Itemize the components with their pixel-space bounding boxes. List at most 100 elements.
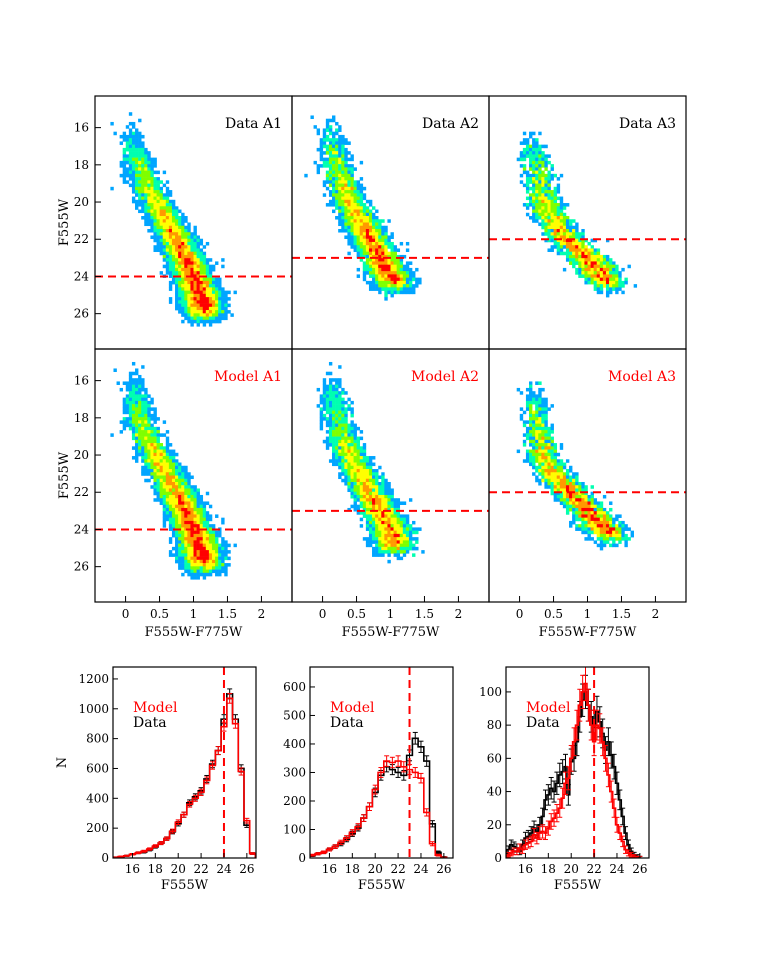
density-cell bbox=[338, 154, 342, 158]
density-cell bbox=[344, 420, 348, 424]
density-cell bbox=[122, 154, 127, 158]
density-cell bbox=[399, 501, 404, 505]
density-cell bbox=[150, 430, 154, 434]
density-cell bbox=[196, 280, 200, 285]
density-cell bbox=[205, 543, 210, 548]
density-cell bbox=[418, 280, 422, 285]
density-cell bbox=[125, 138, 130, 142]
density-cell bbox=[335, 378, 339, 382]
density-cell bbox=[378, 494, 382, 499]
density-cell bbox=[168, 462, 173, 467]
density-cell bbox=[615, 267, 619, 272]
density-cell bbox=[559, 216, 564, 220]
density-cell bbox=[131, 404, 136, 408]
density-cell bbox=[368, 232, 373, 236]
density-cell bbox=[381, 280, 385, 285]
density-cell bbox=[196, 319, 200, 324]
density-cell bbox=[381, 271, 385, 275]
density-cell bbox=[529, 173, 533, 178]
density-cell bbox=[359, 459, 364, 463]
density-cell bbox=[375, 540, 379, 544]
density-cell bbox=[569, 507, 573, 512]
density-cell bbox=[372, 261, 376, 265]
density-cell bbox=[208, 258, 213, 262]
density-cell bbox=[335, 167, 339, 171]
density-cell bbox=[184, 527, 188, 531]
density-cell bbox=[218, 284, 222, 288]
density-cell bbox=[605, 261, 610, 265]
density-cell bbox=[162, 206, 167, 210]
density-cell bbox=[171, 271, 176, 275]
density-cell bbox=[196, 533, 200, 538]
density-cell bbox=[175, 306, 179, 311]
density-cell bbox=[535, 199, 539, 204]
density-cell bbox=[344, 430, 348, 434]
density-cell bbox=[359, 475, 364, 480]
density-cell bbox=[159, 225, 164, 230]
density-cell bbox=[381, 507, 385, 512]
density-cell bbox=[335, 459, 339, 463]
density-cell bbox=[538, 164, 542, 168]
density-cell bbox=[384, 488, 388, 493]
density-cell bbox=[538, 209, 542, 214]
density-cell bbox=[393, 267, 397, 272]
density-cell bbox=[153, 430, 157, 434]
density-cell bbox=[215, 546, 219, 551]
hist-panel-frame bbox=[505, 666, 650, 859]
density-cell bbox=[532, 446, 536, 450]
density-cell bbox=[581, 271, 585, 275]
density-cell bbox=[353, 475, 357, 480]
density-cell bbox=[162, 449, 167, 454]
density-cell bbox=[602, 533, 607, 538]
density-cell bbox=[605, 537, 610, 541]
density-cell bbox=[165, 212, 170, 217]
density-cell bbox=[541, 436, 545, 441]
density-cell bbox=[562, 462, 567, 467]
density-cell bbox=[602, 527, 607, 531]
density-cell bbox=[135, 180, 139, 184]
density-cell bbox=[547, 481, 551, 486]
density-cell bbox=[553, 469, 558, 473]
density-cell bbox=[529, 196, 533, 201]
density-cell bbox=[368, 459, 373, 463]
density-cell bbox=[393, 280, 397, 285]
density-cell bbox=[168, 498, 173, 502]
density-cell bbox=[196, 264, 200, 269]
density-cell bbox=[131, 400, 136, 405]
density-cell bbox=[187, 488, 191, 493]
density-cell bbox=[131, 426, 136, 431]
density-cell bbox=[599, 533, 604, 538]
density-cell bbox=[190, 533, 194, 538]
density-cell bbox=[159, 216, 164, 220]
density-cell bbox=[519, 164, 524, 168]
density-cell bbox=[175, 287, 179, 291]
density-cell bbox=[187, 550, 191, 554]
density-cell bbox=[584, 530, 588, 535]
density-cell bbox=[141, 387, 145, 392]
density-cell bbox=[332, 183, 336, 188]
density-cell bbox=[550, 443, 554, 447]
density-cell bbox=[556, 232, 561, 236]
density-cell bbox=[350, 196, 354, 201]
density-cell bbox=[350, 228, 354, 233]
density-cell bbox=[138, 443, 142, 447]
density-cell bbox=[178, 251, 182, 256]
density-cell bbox=[547, 436, 551, 441]
density-cell bbox=[538, 478, 542, 483]
density-cell bbox=[565, 498, 570, 502]
density-cell bbox=[341, 469, 345, 473]
density-cell bbox=[193, 543, 197, 548]
density-cell bbox=[384, 478, 388, 483]
density-cell bbox=[128, 410, 133, 415]
density-cell bbox=[547, 190, 551, 194]
density-cell bbox=[332, 413, 336, 418]
density-cell bbox=[162, 254, 167, 259]
density-cell bbox=[362, 274, 367, 278]
density-cell bbox=[153, 439, 157, 444]
density-cell bbox=[368, 261, 373, 265]
density-cell bbox=[338, 400, 342, 405]
density-cell bbox=[147, 446, 151, 450]
density-cell bbox=[175, 469, 179, 473]
density-cell bbox=[338, 183, 342, 188]
density-cell bbox=[575, 507, 579, 512]
